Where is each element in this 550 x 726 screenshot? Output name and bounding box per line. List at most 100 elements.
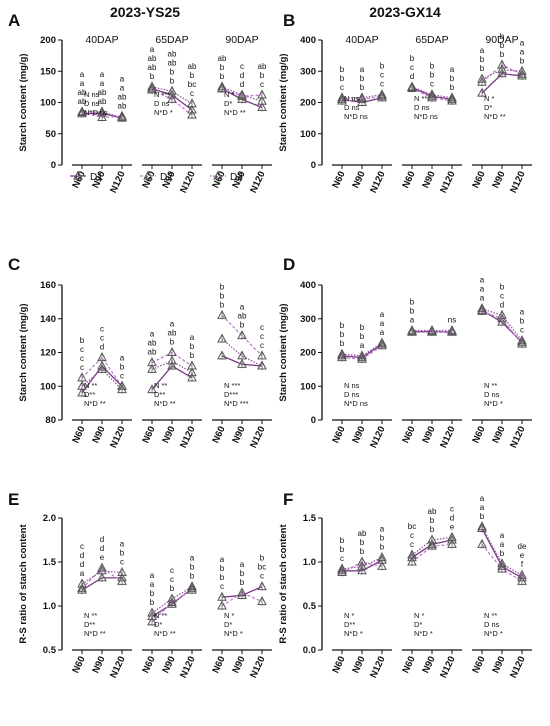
x-tick-label: N120 (508, 425, 528, 450)
data-point-d2 (357, 93, 367, 103)
significance-letter: b (170, 76, 175, 85)
data-point-d1 (517, 70, 527, 80)
y-tick-label: 0 (311, 160, 316, 171)
stat-line: N * (414, 611, 425, 620)
data-point-d3 (77, 578, 87, 588)
x-tick-label: N120 (248, 170, 268, 195)
data-point-d1 (477, 522, 487, 533)
data-point-d2 (427, 92, 437, 102)
significance-letter: b (410, 54, 415, 63)
y-tick-label: 140 (40, 314, 56, 325)
stat-line: N*D * (344, 629, 363, 638)
significance-letter: b (260, 71, 265, 80)
data-point-d2 (97, 111, 107, 121)
x-tick-label: N60 (470, 425, 487, 445)
stat-line: D* (224, 620, 232, 629)
stat-line: D* (484, 103, 492, 112)
x-tick-label: N90 (350, 425, 367, 445)
significance-letter: d (100, 544, 104, 553)
significance-letter: b (430, 62, 435, 71)
data-point-d3 (167, 593, 177, 603)
significance-letter: a (80, 79, 85, 88)
significance-letter: b (190, 563, 195, 572)
significance-letter: c (170, 575, 174, 584)
significance-letter: a (240, 560, 245, 569)
significance-letter: b (190, 342, 195, 351)
significance-letter: d (100, 535, 104, 544)
y-tick-label: 300 (300, 66, 316, 77)
significance-letter: ab (118, 92, 127, 101)
significance-letter: a (520, 38, 525, 47)
y-tick-label: 400 (300, 35, 316, 46)
significance-letter: b (430, 516, 435, 525)
x-tick-label: N90 (160, 655, 177, 675)
significance-letter: b (360, 538, 365, 547)
x-tick-label: N60 (70, 655, 87, 675)
x-tick-label: N90 (90, 425, 107, 445)
data-point-d3 (517, 569, 527, 579)
data-point-d3 (407, 549, 417, 559)
significance-letter: ab (98, 97, 107, 106)
legend-label-d3: D3 (230, 172, 243, 183)
significance-letter: b (360, 83, 365, 92)
significance-letter: a (500, 531, 505, 540)
data-point-d2 (167, 93, 177, 103)
dap-label: 40DAP (345, 34, 378, 46)
x-tick-label: N90 (490, 425, 507, 445)
data-point-d3 (187, 367, 197, 377)
significance-letter: b (410, 298, 415, 307)
data-point-d3 (357, 560, 367, 570)
significance-letter: d (80, 560, 84, 569)
stat-line: D ns (484, 620, 500, 629)
data-point-d2 (117, 575, 127, 585)
data-point-d3 (377, 337, 387, 347)
x-tick-label: N60 (70, 425, 87, 445)
stat-line: D ns (154, 99, 170, 108)
x-tick-label: N120 (178, 655, 198, 680)
data-point-d1 (187, 372, 197, 382)
data-point-d2 (257, 350, 267, 360)
significance-letter: a (500, 540, 505, 549)
x-tick-label: N60 (330, 170, 347, 190)
data-point-d3 (77, 380, 87, 390)
significance-letter: b (380, 534, 385, 543)
y-tick-label: 200 (300, 98, 316, 109)
stat-line: N ** (84, 611, 97, 620)
data-point-d2 (377, 90, 387, 100)
stat-line: N*D * (484, 629, 503, 638)
significance-letter: d (80, 551, 84, 560)
significance-letter: b (170, 67, 175, 76)
series-line-d2 (81, 356, 123, 387)
x-tick-label: N90 (90, 655, 107, 675)
data-point-d2 (427, 326, 437, 336)
significance-letter: b (150, 598, 155, 607)
significance-letter: b (360, 74, 365, 83)
stat-line: N*D * (484, 399, 503, 408)
data-point-d3 (477, 73, 487, 83)
x-tick-label: N120 (368, 170, 388, 195)
significance-letter: b (120, 549, 125, 558)
y-tick-label: 100 (300, 129, 316, 140)
data-point-d3 (217, 81, 227, 91)
y-tick-label: 1.5 (43, 557, 57, 568)
significance-letter: f (521, 560, 524, 569)
data-point-d3 (337, 348, 347, 358)
y-tick-label: 150 (40, 66, 56, 77)
panel-label: C (8, 255, 20, 274)
significance-letter: a (120, 83, 125, 92)
y-tick-label: 120 (40, 348, 56, 359)
stat-line: N * (344, 611, 355, 620)
significance-letter: b (170, 338, 175, 347)
significance-letter: b (340, 330, 345, 339)
y-tick-label: 100 (300, 381, 316, 392)
x-tick-label: N60 (210, 655, 227, 675)
stat-line: N ** (484, 611, 497, 620)
stat-line: D ns (84, 99, 100, 108)
data-point-d3 (337, 92, 347, 102)
data-point-d2 (407, 82, 417, 92)
data-point-d3 (427, 89, 437, 99)
significance-letter: b (190, 71, 195, 80)
x-tick-label: N90 (490, 655, 507, 675)
data-point-d2 (257, 596, 267, 606)
x-tick-label: N60 (330, 425, 347, 445)
